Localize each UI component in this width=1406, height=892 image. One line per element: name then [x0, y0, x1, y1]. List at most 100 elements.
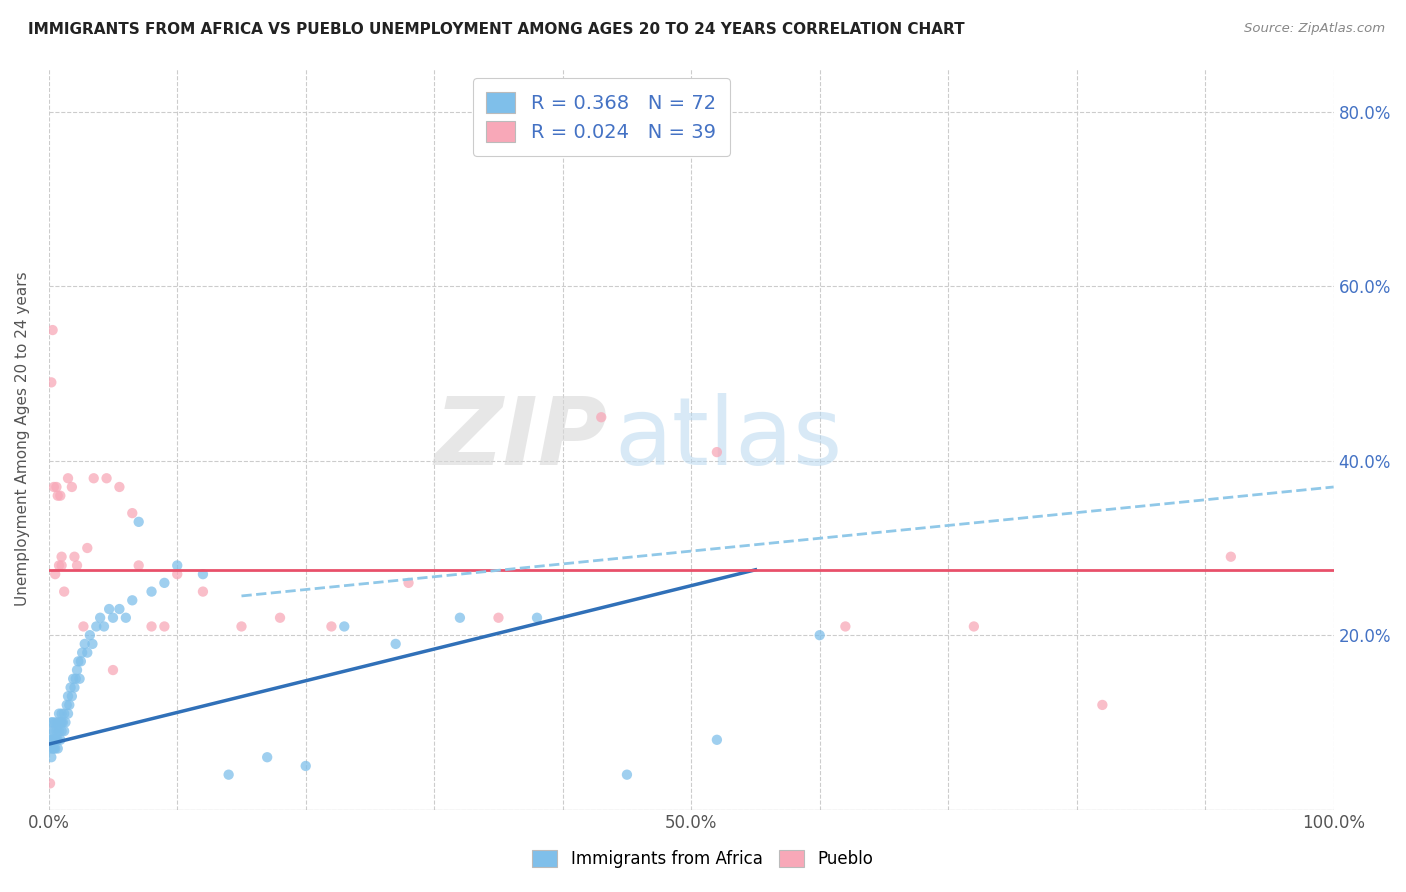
Point: [48, 558, 70, 573]
Point: [41, 732, 63, 747]
Point: [55, 715, 77, 730]
Point: [63, 549, 86, 564]
Point: [58, 698, 80, 712]
Point: [231, 619, 253, 633]
Point: [66, 558, 89, 573]
Point: [60, 690, 83, 704]
Point: [44, 567, 66, 582]
Point: [70, 654, 93, 668]
Legend: Immigrants from Africa, Pueblo: Immigrants from Africa, Pueblo: [526, 843, 880, 875]
Point: [39, 741, 62, 756]
Point: [60, 480, 83, 494]
Point: [51, 558, 73, 573]
Point: [45, 724, 67, 739]
Point: [41, 715, 63, 730]
Point: [89, 611, 111, 625]
Point: [56, 690, 79, 704]
Point: [41, 323, 63, 337]
Point: [51, 724, 73, 739]
Point: [488, 611, 510, 625]
Point: [72, 619, 94, 633]
Point: [191, 567, 214, 582]
Point: [591, 410, 613, 425]
Y-axis label: Unemployment Among Ages 20 to 24 years: Unemployment Among Ages 20 to 24 years: [15, 272, 30, 607]
Point: [128, 515, 150, 529]
Point: [93, 619, 115, 633]
Point: [76, 646, 98, 660]
Point: [128, 558, 150, 573]
Point: [256, 750, 278, 764]
Point: [39, 776, 62, 790]
Text: Source: ZipAtlas.com: Source: ZipAtlas.com: [1244, 22, 1385, 36]
Point: [67, 654, 90, 668]
Point: [42, 480, 65, 494]
Point: [48, 724, 70, 739]
Point: [41, 715, 63, 730]
Point: [56, 706, 79, 721]
Point: [84, 619, 107, 633]
Point: [526, 611, 548, 625]
Point: [191, 584, 214, 599]
Point: [963, 619, 986, 633]
Point: [46, 741, 69, 756]
Point: [101, 611, 124, 625]
Point: [45, 480, 67, 494]
Point: [41, 741, 63, 756]
Point: [53, 724, 76, 739]
Point: [44, 741, 66, 756]
Point: [108, 480, 131, 494]
Point: [51, 706, 73, 721]
Point: [153, 575, 176, 590]
Point: [333, 619, 356, 633]
Point: [42, 732, 65, 747]
Point: [616, 767, 638, 781]
Point: [66, 663, 89, 677]
Legend: R = 0.368   N = 72, R = 0.024   N = 39: R = 0.368 N = 72, R = 0.024 N = 39: [472, 78, 730, 155]
Point: [141, 584, 163, 599]
Point: [42, 741, 65, 756]
Point: [55, 698, 77, 712]
Point: [41, 732, 63, 747]
Point: [45, 732, 67, 747]
Point: [63, 681, 86, 695]
Point: [69, 672, 91, 686]
Point: [141, 619, 163, 633]
Text: ZIP: ZIP: [434, 393, 607, 485]
Point: [70, 646, 93, 660]
Point: [269, 611, 291, 625]
Point: [449, 611, 471, 625]
Point: [218, 767, 240, 781]
Point: [65, 672, 87, 686]
Point: [41, 724, 63, 739]
Point: [49, 489, 72, 503]
Point: [48, 706, 70, 721]
Point: [108, 602, 131, 616]
Point: [53, 706, 76, 721]
Point: [398, 575, 420, 590]
Point: [1219, 549, 1241, 564]
Point: [73, 637, 96, 651]
Point: [321, 619, 343, 633]
Point: [384, 637, 406, 651]
Point: [706, 732, 728, 747]
Point: [62, 672, 84, 686]
Point: [51, 549, 73, 564]
Point: [834, 619, 856, 633]
Point: [41, 750, 63, 764]
Point: [46, 715, 69, 730]
Point: [153, 619, 176, 633]
Point: [1091, 698, 1114, 712]
Point: [166, 567, 188, 582]
Point: [82, 637, 104, 651]
Point: [56, 471, 79, 485]
Point: [79, 628, 101, 642]
Point: [166, 558, 188, 573]
Point: [121, 593, 143, 607]
Point: [96, 471, 118, 485]
Point: [115, 611, 138, 625]
Point: [76, 541, 98, 555]
Text: atlas: atlas: [614, 393, 842, 485]
Point: [44, 715, 66, 730]
Point: [706, 445, 728, 459]
Point: [121, 506, 143, 520]
